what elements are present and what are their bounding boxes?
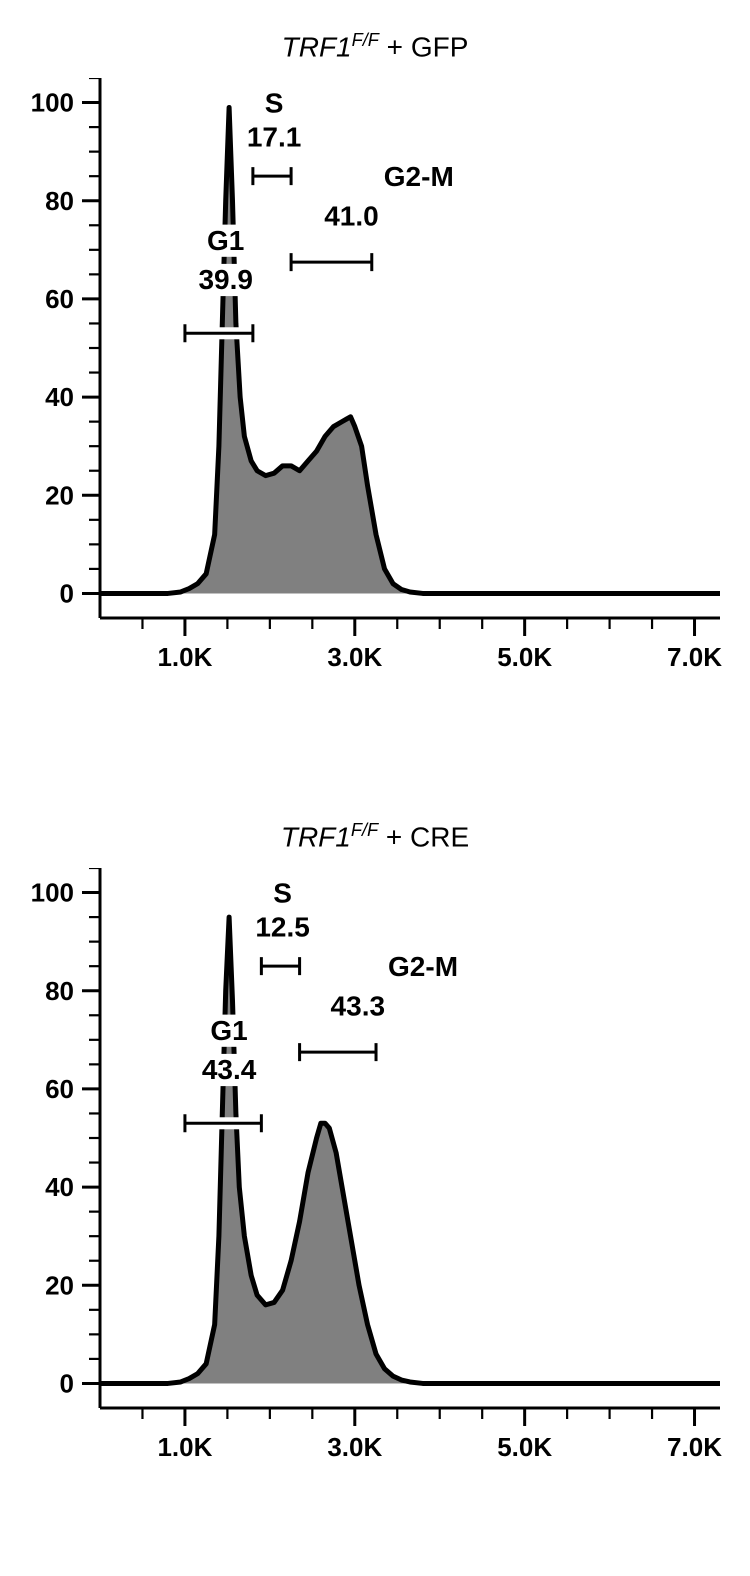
gate-bar-S — [253, 167, 291, 185]
x-tick-label: 1.0K — [157, 642, 212, 672]
gate-label-name-G1: G1 — [210, 1015, 247, 1046]
panel-gfp: TRF1F/F + GFP G1 39.9 S 17.1 G2-M41.0 0 20 40 60 8… — [0, 30, 750, 690]
gate-label-name-G1: G1 — [207, 225, 244, 256]
x-tick-label: 3.0K — [327, 642, 382, 672]
panel-title-cre: TRF1F/F + CRE — [0, 820, 750, 853]
y-tick-label: 20 — [45, 1270, 74, 1300]
y-tick-label: 100 — [31, 88, 74, 118]
gate-label-name-G2-M: G2-M — [388, 951, 458, 982]
histogram-fill — [100, 917, 720, 1383]
y-tick-label: 20 — [45, 480, 74, 510]
x-tick-label: 3.0K — [327, 1432, 382, 1462]
y-tick-label: 80 — [45, 976, 74, 1006]
x-tick-label: 7.0K — [667, 1432, 722, 1462]
gate-label-name-S: S — [273, 877, 292, 908]
gate-bar-G2-M — [300, 1043, 376, 1061]
gate-label-value-S: 12.5 — [255, 912, 310, 943]
gate-label-value-G2-M: 41.0 — [324, 200, 379, 231]
y-tick-label: 40 — [45, 1172, 74, 1202]
gate-label-name-S: S — [265, 87, 284, 118]
gate-bar-G1 — [185, 324, 253, 342]
gate-label-value-G1: 39.9 — [198, 264, 253, 295]
gate-label-value-G1: 43.4 — [202, 1054, 257, 1085]
gate-label-value-G2-M: 43.3 — [331, 990, 386, 1021]
y-tick-label: 40 — [45, 382, 74, 412]
x-tick-label: 7.0K — [667, 642, 722, 672]
gate-bar-G2-M — [291, 253, 372, 271]
y-tick-label: 0 — [60, 579, 74, 609]
y-tick-label: 60 — [45, 1074, 74, 1104]
gate-bar-S — [261, 957, 299, 975]
histogram-gfp: G1 39.9 S 17.1 G2-M41.0 0 20 40 60 80 100 1.0K 3.0K 5… — [0, 78, 750, 698]
y-tick-label: 100 — [31, 878, 74, 908]
panel-cre: TRF1F/F + CRE G1 43.4 S 12.5 G2-M43.3 0 20 40 60 8… — [0, 820, 750, 1480]
x-tick-label: 5.0K — [497, 642, 552, 672]
x-tick-label: 5.0K — [497, 1432, 552, 1462]
histogram-stroke — [100, 917, 720, 1383]
panel-title-gfp: TRF1F/F + GFP — [0, 30, 750, 63]
y-tick-label: 80 — [45, 186, 74, 216]
histogram-cre: G1 43.4 S 12.5 G2-M43.3 0 20 40 60 80 100 1.0K 3.0K 5… — [0, 868, 750, 1488]
gate-label-value-S: 17.1 — [247, 122, 302, 153]
x-tick-label: 1.0K — [157, 1432, 212, 1462]
gate-label-name-G2-M: G2-M — [384, 161, 454, 192]
y-tick-label: 60 — [45, 284, 74, 314]
y-tick-label: 0 — [60, 1369, 74, 1399]
